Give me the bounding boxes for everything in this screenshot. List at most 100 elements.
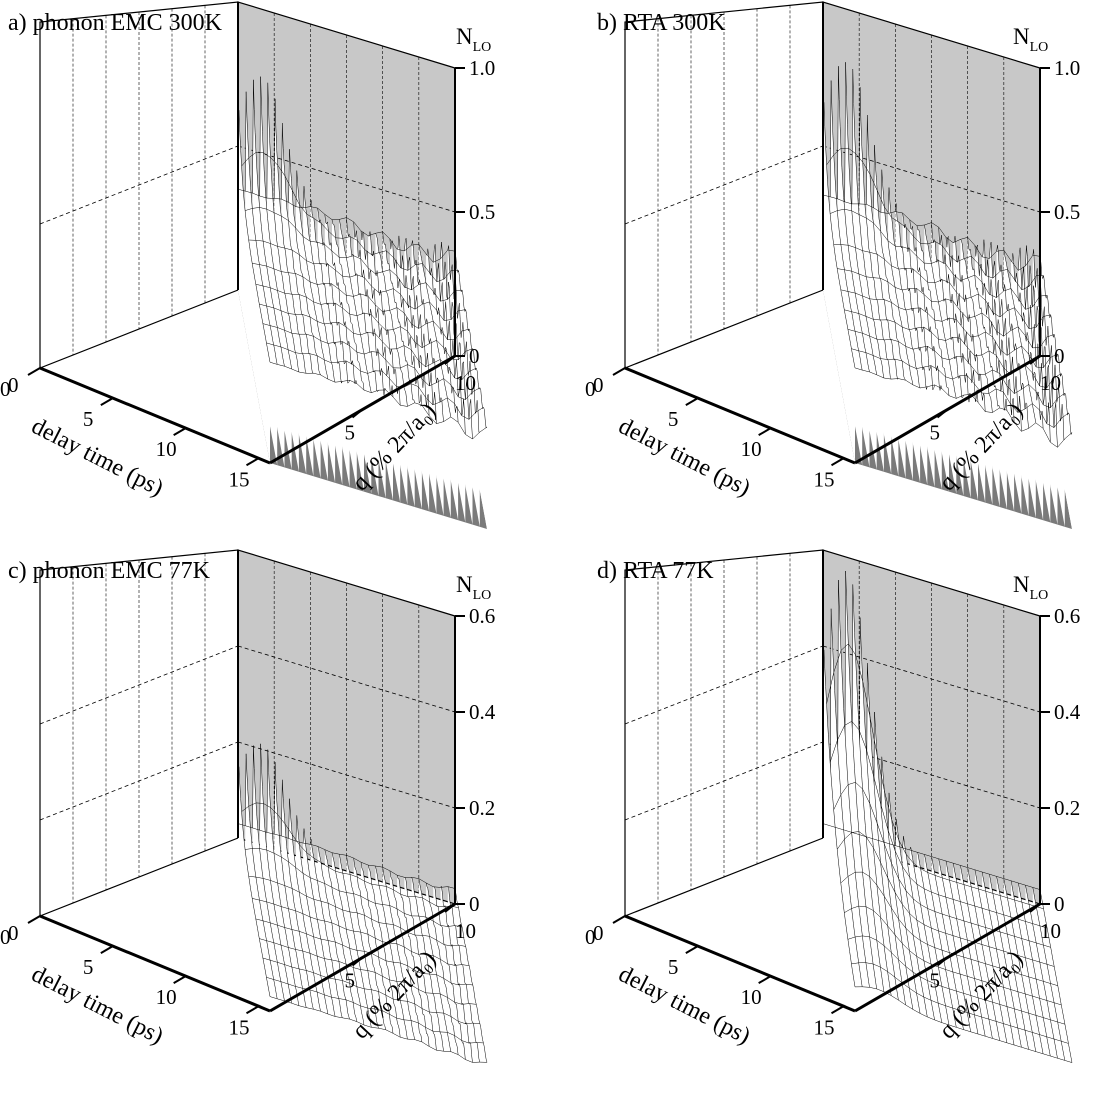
surface-strip [274, 762, 307, 1022]
surface-line [1025, 885, 1058, 1059]
x-tick-label: 15 [229, 1015, 250, 1039]
surface-line [996, 245, 1029, 429]
surface-line [245, 848, 463, 928]
surface-line [259, 938, 477, 1005]
y-tick [936, 408, 949, 419]
surface-strip [361, 862, 393, 1049]
surface-line [244, 91, 278, 365]
z-axis-label: NLO [1013, 572, 1048, 603]
surface-line [447, 886, 481, 1063]
z-axis-label: NLO [456, 572, 491, 603]
y-tick-label: 10 [455, 919, 476, 943]
surface-line [967, 867, 1000, 1041]
x-tick-label: 0 [0, 925, 11, 949]
y-tick-label: 5 [345, 421, 356, 445]
surface-strip [324, 849, 357, 1038]
surface-line [248, 875, 466, 947]
y-tick [351, 408, 364, 419]
surface-line [822, 102, 856, 368]
surface-line [346, 855, 379, 1029]
surface-line [295, 815, 329, 1015]
surface-line [924, 854, 957, 1028]
z-tick-label: 0.2 [1054, 796, 1080, 820]
surface-line [331, 219, 365, 391]
surface-line [255, 283, 473, 361]
surface-line [404, 238, 437, 424]
surface-strip [245, 753, 278, 1014]
surface-line [324, 849, 358, 1022]
x-axis-line [624, 366, 856, 465]
surface-line [851, 584, 885, 992]
surface-line [844, 905, 1062, 1006]
z-tick-label: 0.4 [469, 700, 496, 724]
surface-line [829, 80, 863, 371]
surface-line [960, 865, 993, 1039]
y-tick-label: 10 [455, 371, 476, 395]
surface-strip [1032, 887, 1065, 1075]
surface-line [425, 248, 459, 423]
surface-line [331, 852, 365, 1026]
x-tick-label: 0 [0, 377, 11, 401]
surface-line [822, 649, 856, 987]
surface-line [909, 846, 943, 1023]
surface-line [967, 237, 1000, 408]
surface-line [252, 263, 470, 340]
y-axis-label: q (% 2π/a₀) [347, 946, 441, 1044]
surface-line [938, 858, 971, 1032]
surface-line [1032, 887, 1066, 1061]
surface-line [840, 289, 1058, 368]
surface-strip [946, 861, 978, 1049]
surface-line [822, 823, 1041, 890]
x-tick [27, 915, 41, 924]
surface-line [339, 219, 372, 393]
z-tick-label: 0 [469, 344, 480, 368]
surface-line [833, 244, 1051, 329]
surface-line [454, 888, 488, 1063]
surface-line [302, 186, 336, 383]
panel-title: b) RTA 300K [597, 10, 726, 36]
left-wall-gridline [624, 645, 824, 725]
x-origin-label: 0 [593, 373, 604, 397]
x-tick-label: 5 [668, 955, 679, 979]
surface-line [1010, 880, 1044, 1054]
surface-strip [953, 863, 986, 1051]
x-axis-label: delay time (ps) [614, 413, 754, 502]
y-tick-label: 5 [345, 969, 356, 993]
panel-a: 0 5 10 15 5 10 0 0 0.5 1.0 a) phonon EMC 300K NLO… [0, 0, 557, 548]
surface-line [873, 145, 906, 381]
back-wall-gridline [237, 645, 456, 713]
x-tick-label: 10 [156, 985, 177, 1009]
surface-strip [346, 855, 379, 1044]
surface-line [844, 62, 877, 375]
surface-line [389, 238, 423, 406]
x-tick [100, 397, 114, 406]
surface-line [1039, 256, 1073, 436]
surface-line [931, 856, 964, 1030]
surface-strip [1011, 880, 1044, 1069]
surface-line [360, 862, 394, 1034]
surface-strip [902, 836, 935, 1036]
surface-strip [375, 866, 408, 1053]
surface-line [396, 875, 430, 1047]
surface-line [833, 782, 1051, 948]
left-wall-gridline [624, 741, 824, 821]
surface-line [404, 877, 437, 1051]
surface-line [411, 877, 444, 1052]
left-wall-gridline [39, 645, 239, 725]
y-tick [1029, 355, 1041, 365]
x-axis-line [624, 914, 856, 1013]
surface-strip [339, 854, 372, 1042]
surface-line [1010, 253, 1044, 429]
surface-line [302, 828, 336, 1017]
z-tick-label: 0 [1054, 344, 1065, 368]
x-tick-label: 5 [83, 955, 94, 979]
panel-title: a) phonon EMC 300K [8, 10, 223, 36]
x-axis-label: delay time (ps) [27, 413, 167, 502]
surface-strip [1018, 883, 1051, 1071]
x-tick [612, 367, 626, 376]
surface-line [916, 852, 950, 1026]
x-tick [830, 457, 845, 467]
z-tick-label: 0.5 [469, 200, 495, 224]
surface-line [259, 743, 292, 1004]
surface-strip [404, 877, 437, 1062]
